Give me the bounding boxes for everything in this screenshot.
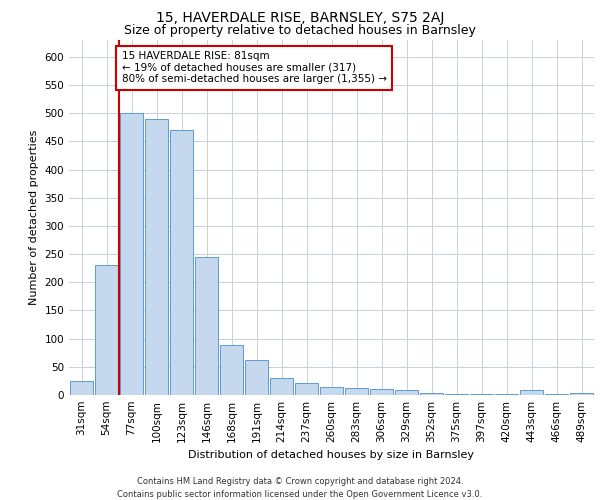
Bar (470, 394, 493, 395)
Bar (70, 381, 93, 395)
Bar (270, 378, 293, 395)
Bar (220, 346, 243, 395)
Bar (520, 390, 543, 395)
Bar (495, 394, 518, 395)
Bar (570, 392, 593, 395)
Bar (320, 387, 343, 395)
Bar (195, 257, 218, 395)
Bar (395, 390, 418, 395)
Bar (545, 394, 568, 395)
Bar (170, 130, 193, 395)
Text: Contains HM Land Registry data © Crown copyright and database right 2024.
Contai: Contains HM Land Registry data © Crown c… (118, 478, 482, 499)
Bar (245, 360, 268, 395)
Bar (420, 392, 443, 395)
Bar (370, 390, 393, 395)
X-axis label: Distribution of detached houses by size in Barnsley: Distribution of detached houses by size … (188, 450, 475, 460)
Bar (95, 266, 118, 395)
Bar (445, 394, 468, 395)
Bar (145, 119, 168, 395)
Bar (120, 114, 143, 395)
Bar (295, 382, 318, 395)
Y-axis label: Number of detached properties: Number of detached properties (29, 130, 39, 305)
Text: 15, HAVERDALE RISE, BARNSLEY, S75 2AJ: 15, HAVERDALE RISE, BARNSLEY, S75 2AJ (156, 11, 444, 25)
Bar (345, 388, 368, 395)
Text: Size of property relative to detached houses in Barnsley: Size of property relative to detached ho… (124, 24, 476, 37)
Text: 15 HAVERDALE RISE: 81sqm
← 19% of detached houses are smaller (317)
80% of semi-: 15 HAVERDALE RISE: 81sqm ← 19% of detach… (121, 52, 386, 84)
